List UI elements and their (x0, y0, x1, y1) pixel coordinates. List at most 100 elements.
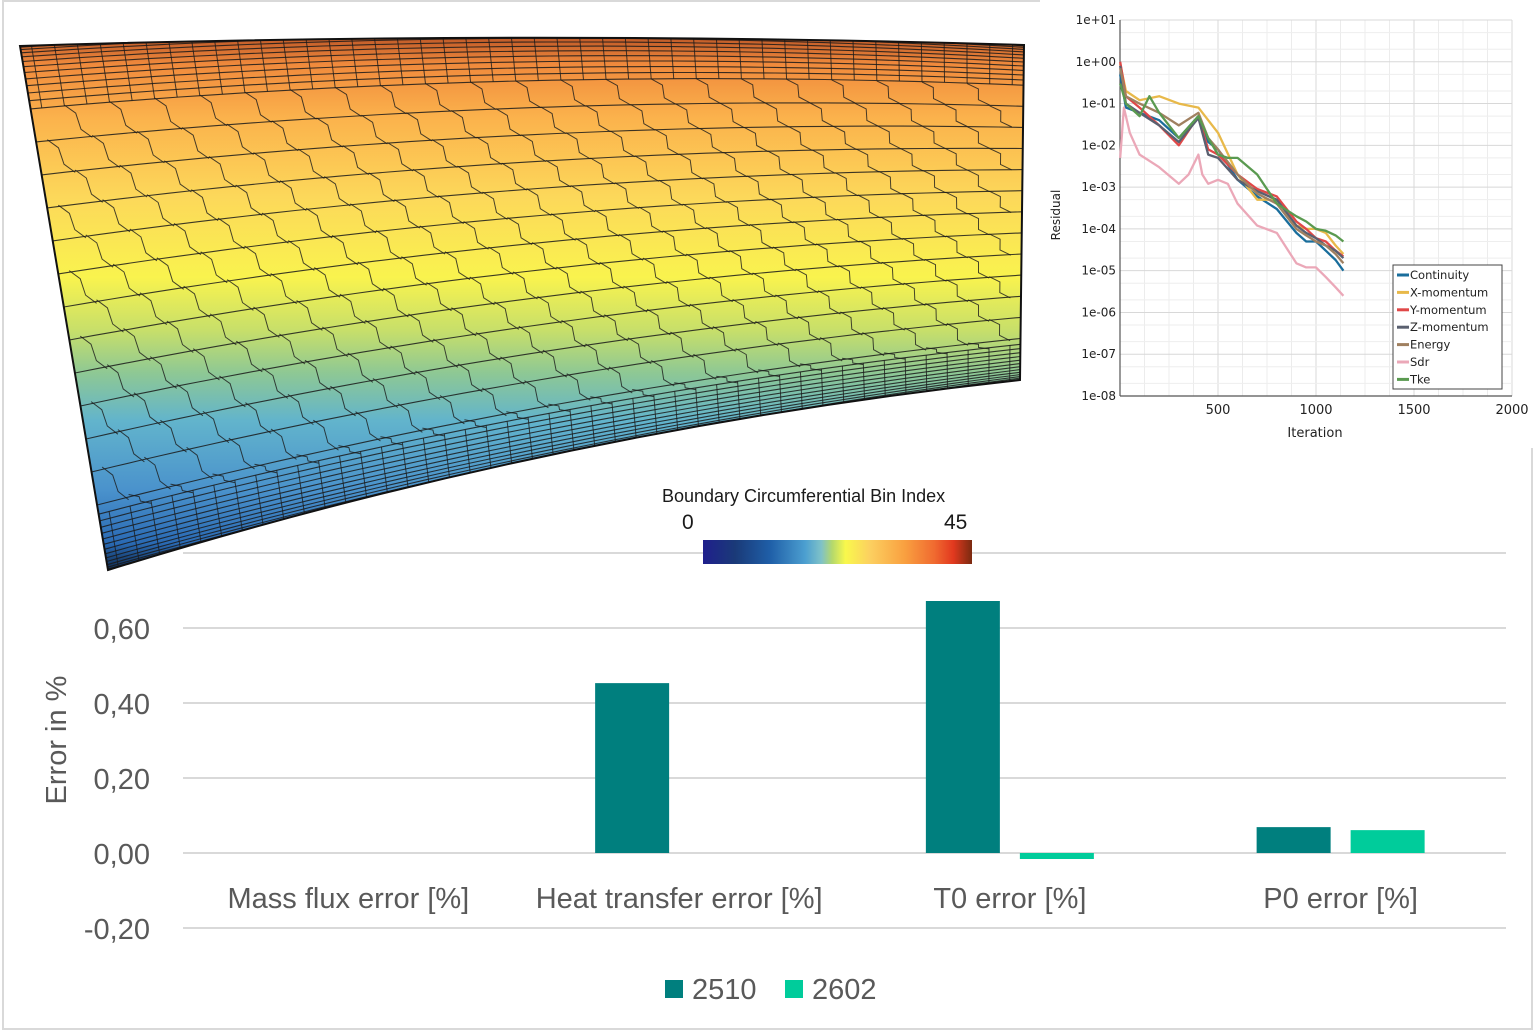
y-tick-label: 0,40 (94, 689, 150, 721)
mesh-cell-edge (876, 80, 901, 104)
mesh-cell-edge (507, 217, 533, 246)
mesh-cell-edge (279, 180, 307, 211)
mesh-cell-edge (169, 47, 171, 53)
mesh-cell-edge (398, 48, 400, 54)
mesh-cell-edge (944, 147, 968, 171)
mesh-cell-edge (297, 148, 325, 179)
mesh-cell-edge (581, 61, 583, 68)
mesh-cell-edge (101, 466, 129, 501)
mesh-cell-edge (422, 427, 445, 437)
legend-label: 2602 (812, 974, 877, 1006)
mesh-cell-edge (550, 429, 552, 434)
mesh-cell-edge (171, 495, 174, 502)
mesh-layer-line (26, 60, 1024, 87)
mesh-cell-edge (716, 375, 738, 384)
mesh-cell-edge (156, 257, 184, 290)
mesh-cell-edge (401, 256, 427, 286)
mesh-cell-edge (795, 268, 819, 294)
mesh-cell-edge (489, 46, 491, 52)
mesh-cell-edge (133, 530, 136, 536)
mesh-cell-edge (338, 445, 361, 455)
bar-2510-2 (925, 601, 1000, 853)
mesh-cell-edge (257, 487, 259, 494)
mesh-cell-edge (682, 203, 707, 230)
mesh-cell-edge (79, 335, 108, 370)
mesh-cell-edge (678, 153, 704, 180)
mesh-cell-edge (594, 209, 620, 237)
mesh-cell-edge (305, 207, 333, 239)
mesh-cell-edge (40, 99, 43, 108)
mesh-cell-edge (149, 356, 177, 389)
mesh-cell-edge (402, 448, 405, 455)
mesh-cell-edge (406, 112, 433, 142)
mesh-cell-edge (385, 477, 387, 483)
mesh-cell-edge (508, 437, 510, 443)
mesh-cell-edge (614, 182, 640, 209)
mesh-cell-edge (834, 172, 859, 197)
mesh-cell-edge (746, 175, 771, 201)
mesh-cell-edge (318, 460, 320, 467)
mesh-cell-edge (518, 325, 544, 354)
mesh-cell-edge (638, 206, 664, 233)
mesh-cell-edge (216, 55, 218, 61)
mesh-cell-edge (278, 487, 281, 494)
mesh-cell-edge (627, 337, 652, 365)
mesh-cell-edge (136, 130, 165, 164)
mesh-cell-edge (198, 87, 201, 96)
mesh-cell-edge (59, 76, 62, 84)
mesh-cell-edge (881, 261, 904, 286)
mesh-layer-line (101, 355, 1021, 534)
mesh-layer-line (30, 78, 1024, 110)
mesh-cell-edge (299, 482, 302, 489)
mesh-cell-edge (767, 150, 792, 176)
mesh-cell-edge (540, 106, 567, 135)
mesh-cell-edge (285, 63, 288, 70)
mesh-cell-edge (77, 49, 80, 54)
mesh-cell-edge (444, 251, 471, 281)
mesh-cell-edge (404, 459, 406, 465)
mesh-cell-edge (235, 486, 238, 493)
mesh-cell-edge (288, 82, 291, 91)
mesh-cell-edge (560, 79, 587, 107)
mesh-cell-edge (988, 276, 1011, 299)
mesh-cell-edge (467, 57, 469, 64)
mesh-cell-edge (777, 342, 801, 368)
mesh-cell-edge (196, 73, 199, 81)
mesh-cell-edge (420, 47, 423, 53)
mesh-cell-edge (329, 45, 331, 51)
mesh-cell-edge (833, 125, 857, 150)
mesh-cell-edge (153, 90, 156, 99)
mesh-cell-edge (537, 295, 562, 324)
mesh-layer-line (105, 371, 1021, 559)
mesh-cell-edge (115, 554, 118, 559)
mesh-cell-edge (457, 363, 483, 393)
residual-legend-label: X-momentum (1410, 285, 1488, 299)
mesh-layer-line (85, 295, 1022, 440)
mesh-cell-edge (261, 212, 289, 244)
mesh-cell-edge (157, 543, 159, 548)
mesh-cell-edge (415, 370, 441, 400)
mesh-cell-edge (529, 433, 531, 438)
mesh-cell-edge (468, 68, 471, 76)
mesh-cell-edge (467, 450, 469, 456)
mesh-cell-edge (967, 169, 990, 193)
mesh-cell-edge (170, 52, 172, 58)
mesh-cell-edge (650, 72, 652, 79)
mesh-cell-edge (603, 55, 605, 62)
mesh-cell-edge (260, 512, 263, 517)
residual-x-tick-label: 1500 (1397, 403, 1430, 418)
mesh-layer-line (74, 253, 1022, 374)
mesh-cell-edge (426, 464, 428, 469)
residual-line-z-momentum (1119, 65, 1345, 259)
mesh-cell-edge (239, 517, 242, 522)
mesh-cell-edge (342, 483, 345, 488)
mesh-cell-edge (81, 74, 84, 82)
mesh-cell-edge (217, 508, 219, 514)
mesh-cell-edge (926, 347, 948, 355)
mesh-cell-edge (322, 492, 325, 497)
mesh-cell-edge (339, 462, 342, 468)
mesh-cell-edge (880, 216, 904, 240)
mesh-cell-edge (321, 488, 324, 493)
mesh-cell-edge (156, 534, 158, 540)
mesh-cell-edge (219, 79, 222, 87)
